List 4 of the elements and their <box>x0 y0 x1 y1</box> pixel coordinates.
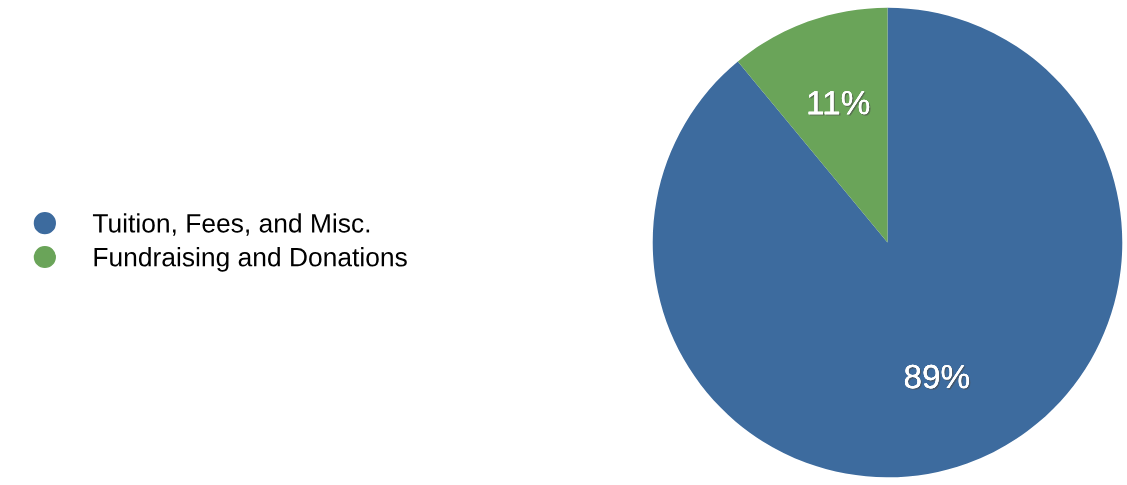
legend-label: Tuition, Fees, and Misc. <box>92 213 370 236</box>
data-label: 89% <box>904 364 971 390</box>
data-label: 11% <box>808 91 871 116</box>
legend-label: Fundraising and Donations <box>94 247 407 272</box>
